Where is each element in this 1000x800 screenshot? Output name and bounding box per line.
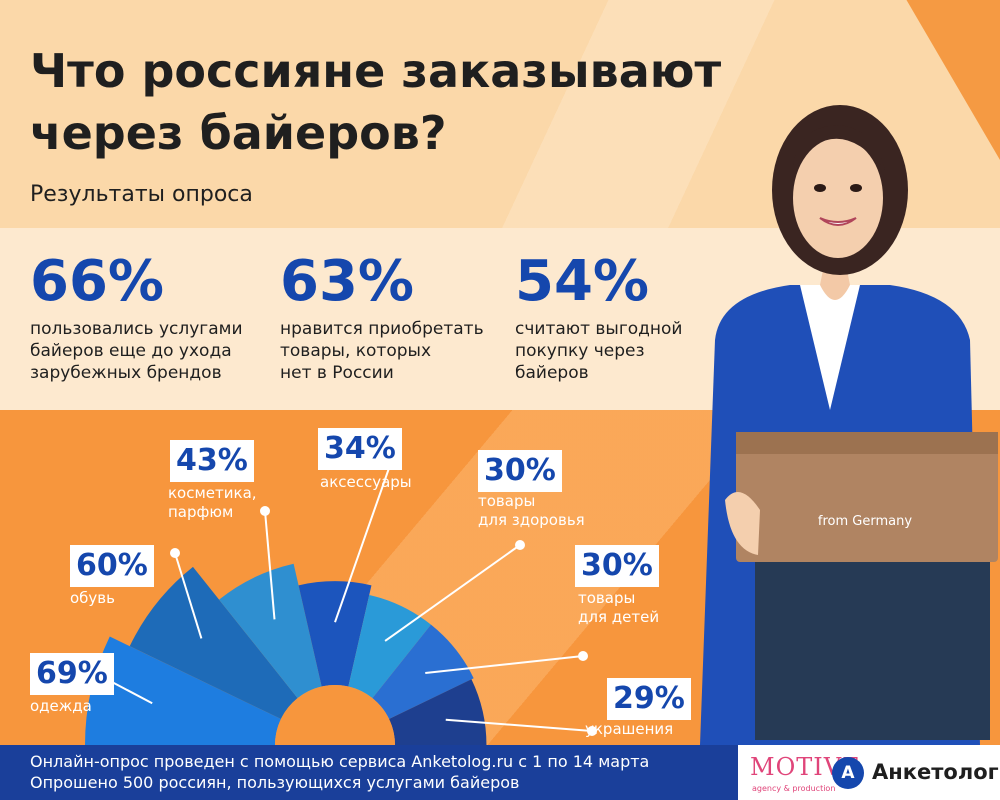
stat-value: 54% — [515, 249, 650, 314]
chart-sector — [348, 594, 431, 699]
data-label: 69% — [30, 653, 114, 695]
chart-sector — [298, 581, 372, 687]
stat-block-2: 63% нравится приобретать товары, которых… — [280, 250, 520, 384]
leader-dot — [578, 651, 588, 661]
leader-dot — [587, 726, 597, 736]
category-label: украшения — [585, 720, 674, 738]
stat-value: 66% — [30, 249, 165, 314]
footer-line-2: Опрошено 500 россиян, пользующихся услуг… — [30, 773, 520, 792]
leader-dot — [515, 540, 525, 550]
category-label: аксессуары — [320, 473, 412, 491]
stat-text: нравится приобретать товары, которых нет… — [280, 319, 484, 383]
chart-sector — [389, 679, 487, 745]
box-label: from Germany — [817, 514, 913, 529]
data-label: 43% — [170, 440, 254, 482]
logos-panel — [738, 745, 1000, 800]
stat-block-3: 54% считают выгодной покупку через байер… — [515, 250, 755, 384]
category-label: обувь — [70, 589, 115, 607]
leader-line — [174, 552, 203, 639]
chart-sector — [129, 566, 298, 719]
page-title: Что россияне заказывают через байеров? — [30, 44, 722, 160]
leader-line — [445, 718, 593, 732]
leader-line — [334, 450, 396, 623]
category-label: косметика, парфюм — [168, 484, 257, 521]
semicircle-chart — [85, 446, 597, 745]
footer-text: Онлайн-опрос проведен с помощью сервиса … — [30, 751, 649, 793]
chart-sector — [372, 624, 474, 719]
category-label: товары для здоровья — [478, 492, 585, 529]
data-label: 30% — [478, 450, 562, 492]
page-subtitle: Результаты опроса — [30, 182, 253, 207]
data-label: 34% — [318, 428, 402, 470]
category-label: одежда — [30, 697, 92, 715]
chart-sector — [85, 636, 281, 745]
leader-dot — [260, 506, 270, 516]
leader-dot — [170, 548, 180, 558]
woman-illustration — [700, 105, 998, 745]
footer-line-1: Онлайн-опрос проведен с помощью сервиса … — [30, 752, 650, 771]
leader-line — [264, 510, 276, 620]
leader-line — [425, 655, 584, 675]
stat-text: считают выгодной покупку через байеров — [515, 319, 683, 383]
chart-sector — [219, 563, 322, 699]
motive-logo-subtitle: agency & production — [752, 784, 836, 793]
stat-block-1: 66% пользовались услугами байеров еще до… — [30, 250, 270, 384]
parcel-box — [736, 432, 998, 562]
leader-line — [384, 544, 521, 642]
chart-sectors — [85, 563, 487, 745]
anketolog-logo: Анкетолог — [872, 760, 999, 784]
category-label: товары для детей — [578, 589, 660, 626]
data-label: 29% — [607, 678, 691, 720]
anketolog-logo-icon: A — [832, 757, 864, 789]
stat-text: пользовались услугами байеров еще до ухо… — [30, 319, 243, 383]
chart-center-hole — [275, 685, 395, 745]
stat-value: 63% — [280, 249, 415, 314]
data-label: 60% — [70, 545, 154, 587]
data-label: 30% — [575, 545, 659, 587]
